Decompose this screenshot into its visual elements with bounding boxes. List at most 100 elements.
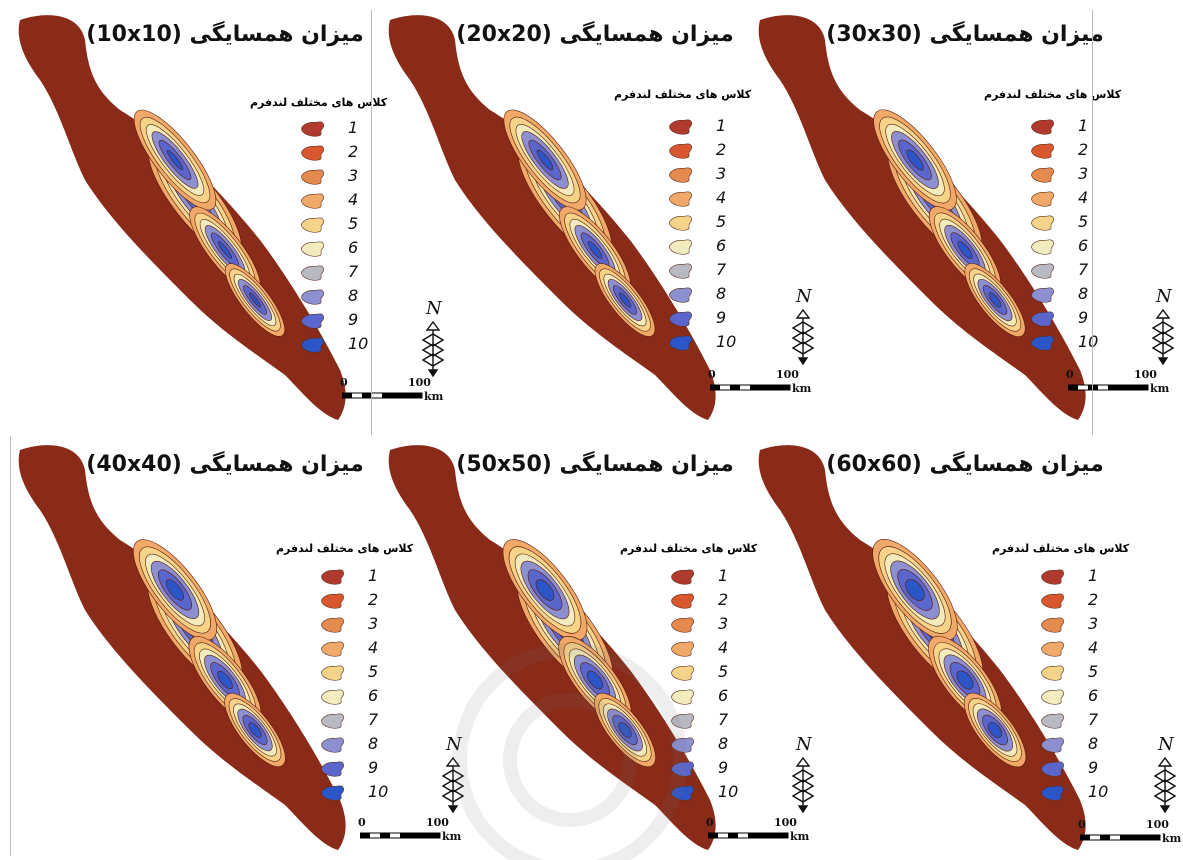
legend-item: 1 (668, 116, 758, 140)
legend-item: 5 (1040, 662, 1130, 686)
landform-map (758, 445, 1086, 850)
legend: 1 2 3 4 5 6 7 8 9 10 (670, 566, 760, 806)
legend-label: 1 (718, 566, 729, 585)
legend-label: 10 (718, 782, 739, 801)
legend-item: 2 (300, 142, 390, 166)
legend-swatch (1031, 239, 1054, 255)
landform-map (758, 15, 1086, 421)
legend-item: 9 (300, 310, 390, 334)
legend-swatch (1041, 617, 1064, 633)
legend: 1 2 3 4 5 6 7 8 9 10 (300, 118, 390, 358)
scale-unit-label: km (790, 830, 810, 843)
legend-label: 7 (716, 260, 727, 279)
legend-item: 5 (300, 214, 390, 238)
legend-label: 9 (716, 308, 727, 327)
legend-swatch (669, 167, 692, 183)
landform-class-region (957, 240, 973, 260)
legend-swatch (1041, 689, 1064, 705)
legend-item: 8 (1030, 284, 1120, 308)
legend-swatch (669, 311, 692, 327)
legend-item: 9 (1030, 308, 1120, 332)
scale-zero-label: 0 (1066, 368, 1074, 381)
legend-label: 3 (718, 614, 729, 633)
scale-max-label: 100 (408, 376, 431, 389)
legend-item: 8 (1040, 734, 1130, 758)
scale-bar-graphic (1068, 384, 1149, 391)
legend-swatch (301, 241, 324, 257)
legend-item: 2 (668, 140, 758, 164)
legend-swatch (1031, 215, 1054, 231)
legend-label: 6 (348, 238, 359, 257)
legend-item: 10 (670, 782, 760, 806)
legend-item: 3 (668, 164, 758, 188)
legend-label: 4 (716, 188, 727, 207)
scale-max-label: 100 (774, 816, 797, 829)
legend-swatch (1041, 665, 1064, 681)
legend-item: 8 (668, 284, 758, 308)
map-panel-5: میزان همسایگی (50x50) کلاس های مختلف لند… (370, 430, 815, 860)
north-label: N (796, 734, 812, 755)
legend-item: 3 (670, 614, 760, 638)
legend-item: 9 (670, 758, 760, 782)
legend-swatch (671, 665, 694, 681)
legend-label: 2 (1088, 590, 1099, 609)
scale-unit-label: km (792, 382, 812, 395)
legend-swatch (1041, 713, 1064, 729)
scale-max-label: 100 (1146, 818, 1169, 831)
landform-class-region (956, 670, 974, 690)
legend-swatch (1031, 263, 1054, 279)
legend-swatch (321, 689, 344, 705)
legend-item: 10 (1030, 332, 1120, 356)
scale-zero-label: 0 (706, 816, 714, 829)
legend-item: 1 (670, 566, 760, 590)
panel-title: میزان همسایگی (50x50) (456, 452, 734, 477)
legend-item: 1 (320, 566, 410, 590)
landform-class-region (906, 149, 924, 171)
legend-label: 10 (1078, 332, 1099, 351)
legend-swatch (321, 761, 344, 777)
map-panel-4: میزان همسایگی (40x40) کلاس های مختلف لند… (0, 430, 465, 860)
legend-swatch (301, 289, 324, 305)
legend-label: 1 (1078, 116, 1089, 135)
legend-item: 6 (670, 686, 760, 710)
legend-label: 4 (1088, 638, 1099, 657)
legend-label: 5 (1078, 212, 1089, 231)
legend-item: 7 (300, 262, 390, 286)
legend-label: 7 (1078, 260, 1089, 279)
legend-label: 10 (348, 334, 369, 353)
legend-item: 6 (320, 686, 410, 710)
legend-label: 9 (1078, 308, 1089, 327)
north-arrow-icon: N (438, 734, 468, 820)
legend-item: 4 (1040, 638, 1130, 662)
legend-label: 2 (718, 590, 729, 609)
legend-label: 9 (718, 758, 729, 777)
panel-title: میزان همسایگی (40x40) (86, 452, 364, 477)
legend-label: 2 (716, 140, 727, 159)
legend-label: 1 (1088, 566, 1099, 585)
legend-item: 5 (1030, 212, 1120, 236)
legend-swatch (321, 737, 344, 753)
scale-bar-graphic (708, 832, 789, 839)
scale-zero-label: 0 (1078, 818, 1086, 831)
scale-unit-label: km (442, 830, 462, 843)
legend-label: 8 (368, 734, 379, 753)
legend-label: 4 (718, 638, 729, 657)
legend-item: 10 (300, 334, 390, 358)
legend-title: کلاس های مختلف لندفرم (992, 542, 1130, 555)
scale-zero-label: 0 (340, 376, 348, 389)
scale-unit-label: km (424, 390, 444, 403)
legend-label: 10 (716, 332, 737, 351)
legend-item: 7 (1030, 260, 1120, 284)
legend-swatch (671, 689, 694, 705)
legend-swatch (671, 737, 694, 753)
legend-swatch (321, 665, 344, 681)
legend-label: 6 (1078, 236, 1089, 255)
legend-swatch (321, 713, 344, 729)
scale-zero-label: 0 (358, 816, 366, 829)
legend-label: 8 (1078, 284, 1089, 303)
legend-swatch (669, 143, 692, 159)
legend-item: 7 (320, 710, 410, 734)
legend-swatch (669, 119, 692, 135)
landform-class-region (217, 241, 233, 259)
legend-item: 5 (320, 662, 410, 686)
